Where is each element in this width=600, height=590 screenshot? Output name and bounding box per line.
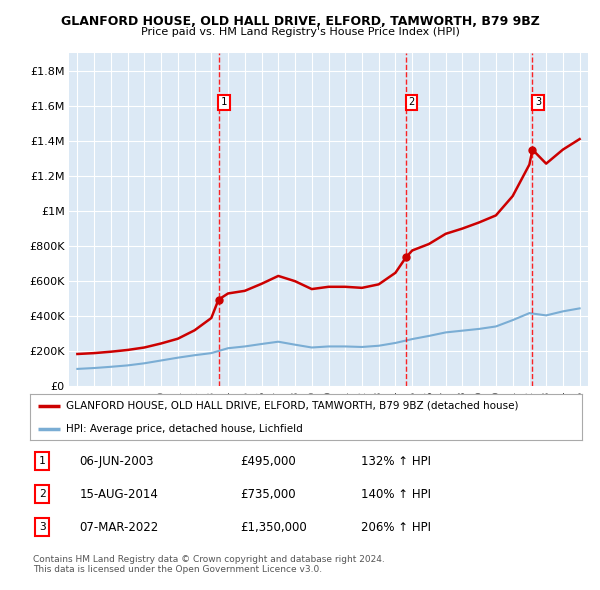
- Text: GLANFORD HOUSE, OLD HALL DRIVE, ELFORD, TAMWORTH, B79 9BZ (detached house): GLANFORD HOUSE, OLD HALL DRIVE, ELFORD, …: [66, 401, 518, 411]
- Text: 206% ↑ HPI: 206% ↑ HPI: [361, 520, 431, 534]
- Text: This data is licensed under the Open Government Licence v3.0.: This data is licensed under the Open Gov…: [33, 565, 322, 574]
- Text: Contains HM Land Registry data © Crown copyright and database right 2024.: Contains HM Land Registry data © Crown c…: [33, 555, 385, 563]
- Text: GLANFORD HOUSE, OLD HALL DRIVE, ELFORD, TAMWORTH, B79 9BZ: GLANFORD HOUSE, OLD HALL DRIVE, ELFORD, …: [61, 15, 539, 28]
- Text: 132% ↑ HPI: 132% ↑ HPI: [361, 454, 431, 468]
- Text: 2: 2: [409, 97, 415, 107]
- Text: Price paid vs. HM Land Registry's House Price Index (HPI): Price paid vs. HM Land Registry's House …: [140, 28, 460, 37]
- Text: 140% ↑ HPI: 140% ↑ HPI: [361, 487, 431, 501]
- Text: 3: 3: [535, 97, 541, 107]
- Text: 2: 2: [39, 489, 46, 499]
- Text: 1: 1: [221, 97, 227, 107]
- Text: 15-AUG-2014: 15-AUG-2014: [80, 487, 158, 501]
- Text: 06-JUN-2003: 06-JUN-2003: [80, 454, 154, 468]
- Text: 07-MAR-2022: 07-MAR-2022: [80, 520, 159, 534]
- Text: £1,350,000: £1,350,000: [240, 520, 307, 534]
- Text: 1: 1: [39, 456, 46, 466]
- Text: 3: 3: [39, 522, 46, 532]
- Text: HPI: Average price, detached house, Lichfield: HPI: Average price, detached house, Lich…: [66, 424, 302, 434]
- Text: £735,000: £735,000: [240, 487, 295, 501]
- Text: £495,000: £495,000: [240, 454, 296, 468]
